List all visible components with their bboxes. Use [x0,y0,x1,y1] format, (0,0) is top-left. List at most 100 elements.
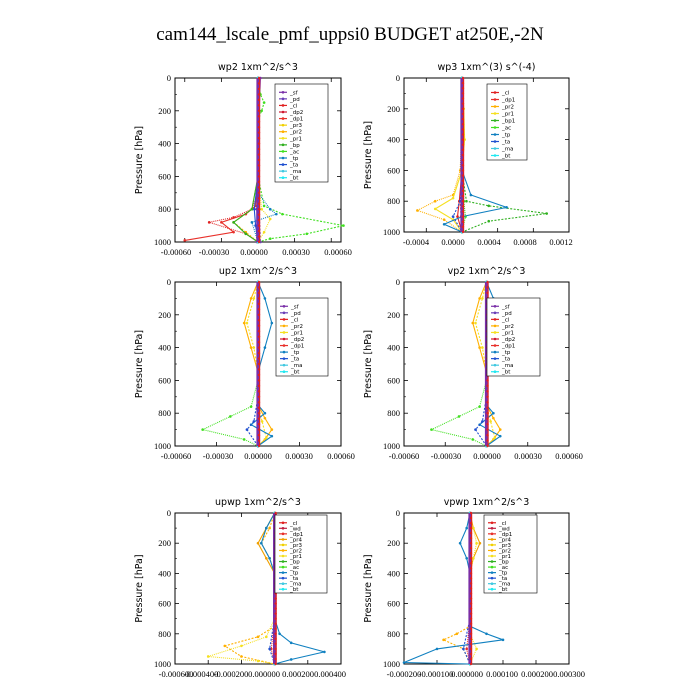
data-point [465,526,469,530]
zero-profile-marker [486,406,489,409]
x-tick-label: 0.00000 [473,451,501,461]
zero-profile-marker [469,516,473,520]
legend-label: _pr1 [501,112,514,118]
zero-profile-marker [257,368,261,371]
data-point [442,638,445,642]
zero-profile-marker [257,153,261,156]
legend-label: _pr3 [289,123,303,129]
data-point [270,321,274,325]
chart-title: vpwp 1xm^2/s^3 [444,497,530,508]
x-tick-label: 0.000000 [451,669,483,679]
zero-profile-marker [257,286,261,289]
y-tick-label: 600 [158,599,171,609]
data-point [250,207,254,211]
data-point [260,420,264,423]
zero-profile-marker [461,97,465,100]
legend-box [275,297,329,377]
legend-marker [282,318,286,321]
y-tick-label: 1000 [154,237,171,247]
x-tick-label: 0.00030 [514,451,542,461]
zero-profile-marker [469,592,473,595]
legend-marker [493,140,497,143]
zero-profile-marker [461,184,465,187]
zero-profile-marker [257,340,261,344]
chart-panel-upwp: upwp 1xm^2/s^3 0 200 400 600 800 1000-0.000600… [134,497,346,679]
y-tick-label: 200 [387,104,400,114]
legend-marker [281,156,285,160]
y-tick-label: 1000 [154,441,171,451]
legend-marker [490,587,494,591]
legend-label: _pr1 [498,554,511,560]
zero-profile-marker [257,412,261,415]
data-point [481,297,484,300]
zero-profile-marker [469,531,473,535]
y-tick-label: 200 [158,310,171,320]
legend-label: _cl [498,521,507,527]
zero-profile-marker [461,92,465,95]
legend-marker [281,130,285,134]
legend-label: _pr3 [498,543,512,549]
zero-profile-marker [461,117,465,121]
legend-marker [282,357,286,360]
zero-profile-marker [257,373,261,377]
data-point [481,346,484,349]
data-point [253,207,256,211]
data-point [242,321,246,325]
zero-profile-marker [461,189,465,193]
x-tick-label: 0.0004 [477,237,501,247]
data-point [487,204,491,208]
data-point [262,230,266,234]
zero-profile-marker [257,131,261,134]
legend-marker [281,104,285,107]
data-point [245,428,249,431]
zero-profile-marker [469,602,473,605]
legend-marker [282,363,286,367]
zero-profile-marker [257,302,261,306]
y-tick-label: 800 [387,196,400,206]
zero-profile-marker [257,142,261,145]
zero-profile-marker [486,379,489,382]
legend-label: _bp1 [501,119,515,125]
zero-profile-marker [461,225,465,229]
data-point [474,428,477,431]
x-tick-label: -0.00030 [431,451,461,461]
legend-label: _bp [289,143,300,149]
zero-profile-marker [257,218,261,222]
zero-profile-marker [257,308,261,311]
page-title: cam144_lscale_pmf_uppsi0 BUDGET at250E,-… [156,24,544,45]
legend-marker [490,582,494,585]
series-line-dp1 [184,78,259,241]
legend-marker [493,154,497,157]
zero-profile-marker [257,417,261,420]
data-point [493,436,497,440]
legend-marker [490,527,494,530]
zero-profile-marker [461,179,465,182]
legend-label: _ta [498,576,507,582]
data-point [474,321,477,325]
legend-label: _pr2 [289,130,302,136]
legend-marker [281,587,285,591]
data-point [232,230,235,234]
legend-marker [281,90,285,94]
data-point [323,650,326,654]
legend-label: _sf [290,304,300,310]
legend-label: _bt [501,154,511,160]
zero-profile-marker [469,587,473,590]
legend-label: _dp2 [289,110,303,116]
data-point [416,209,419,212]
zero-profile-marker [486,291,489,295]
data-point [201,428,204,431]
zero-profile-marker [469,607,473,610]
x-tick-label: 0.00030 [285,451,313,461]
legend-label: _ac [498,565,508,571]
legend-marker [281,136,285,140]
series-line-pr2 [223,512,276,665]
data-point [433,199,437,203]
zero-profile-marker [274,511,277,515]
legend-marker [281,169,285,173]
x-tick-label: -0.000200 [214,669,249,679]
x-tick-label: -0.000600 [159,669,194,679]
zero-profile-marker [461,143,465,146]
data-point [268,526,271,530]
